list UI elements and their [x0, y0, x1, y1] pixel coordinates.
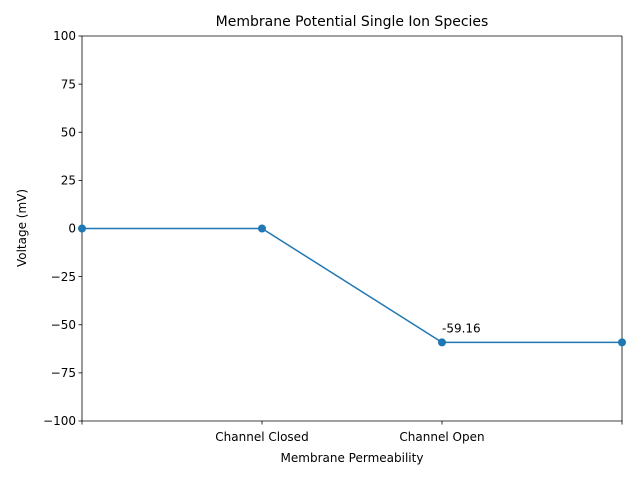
y-axis-title: Voltage (mV)	[15, 189, 29, 267]
data-point	[618, 338, 626, 347]
y-tick-label: 50	[61, 125, 76, 139]
y-tick-label: 75	[61, 77, 76, 91]
data-point	[258, 224, 266, 233]
y-tick-label: −100	[43, 414, 76, 428]
y-tick-label: 25	[61, 174, 76, 188]
data-point	[78, 224, 86, 233]
y-tick-label: −50	[51, 318, 76, 332]
y-tick-label: 0	[68, 222, 76, 236]
chart-title: Membrane Potential Single Ion Species	[216, 14, 489, 30]
data-label: -59.16	[442, 321, 481, 335]
x-tick-label: Channel Closed	[215, 430, 308, 444]
y-tick-label: 100	[53, 29, 76, 43]
x-tick-label: Channel Open	[399, 430, 484, 444]
data-point	[438, 338, 446, 347]
y-tick-label: −25	[51, 270, 76, 284]
x-axis-title: Membrane Permeability	[281, 451, 424, 465]
y-tick-label: −75	[51, 366, 76, 380]
series-line	[82, 227, 622, 344]
plot-area: 100 75 50 25 0 −25 −50 −75 −100 Channel Closed Cha…	[43, 29, 626, 444]
